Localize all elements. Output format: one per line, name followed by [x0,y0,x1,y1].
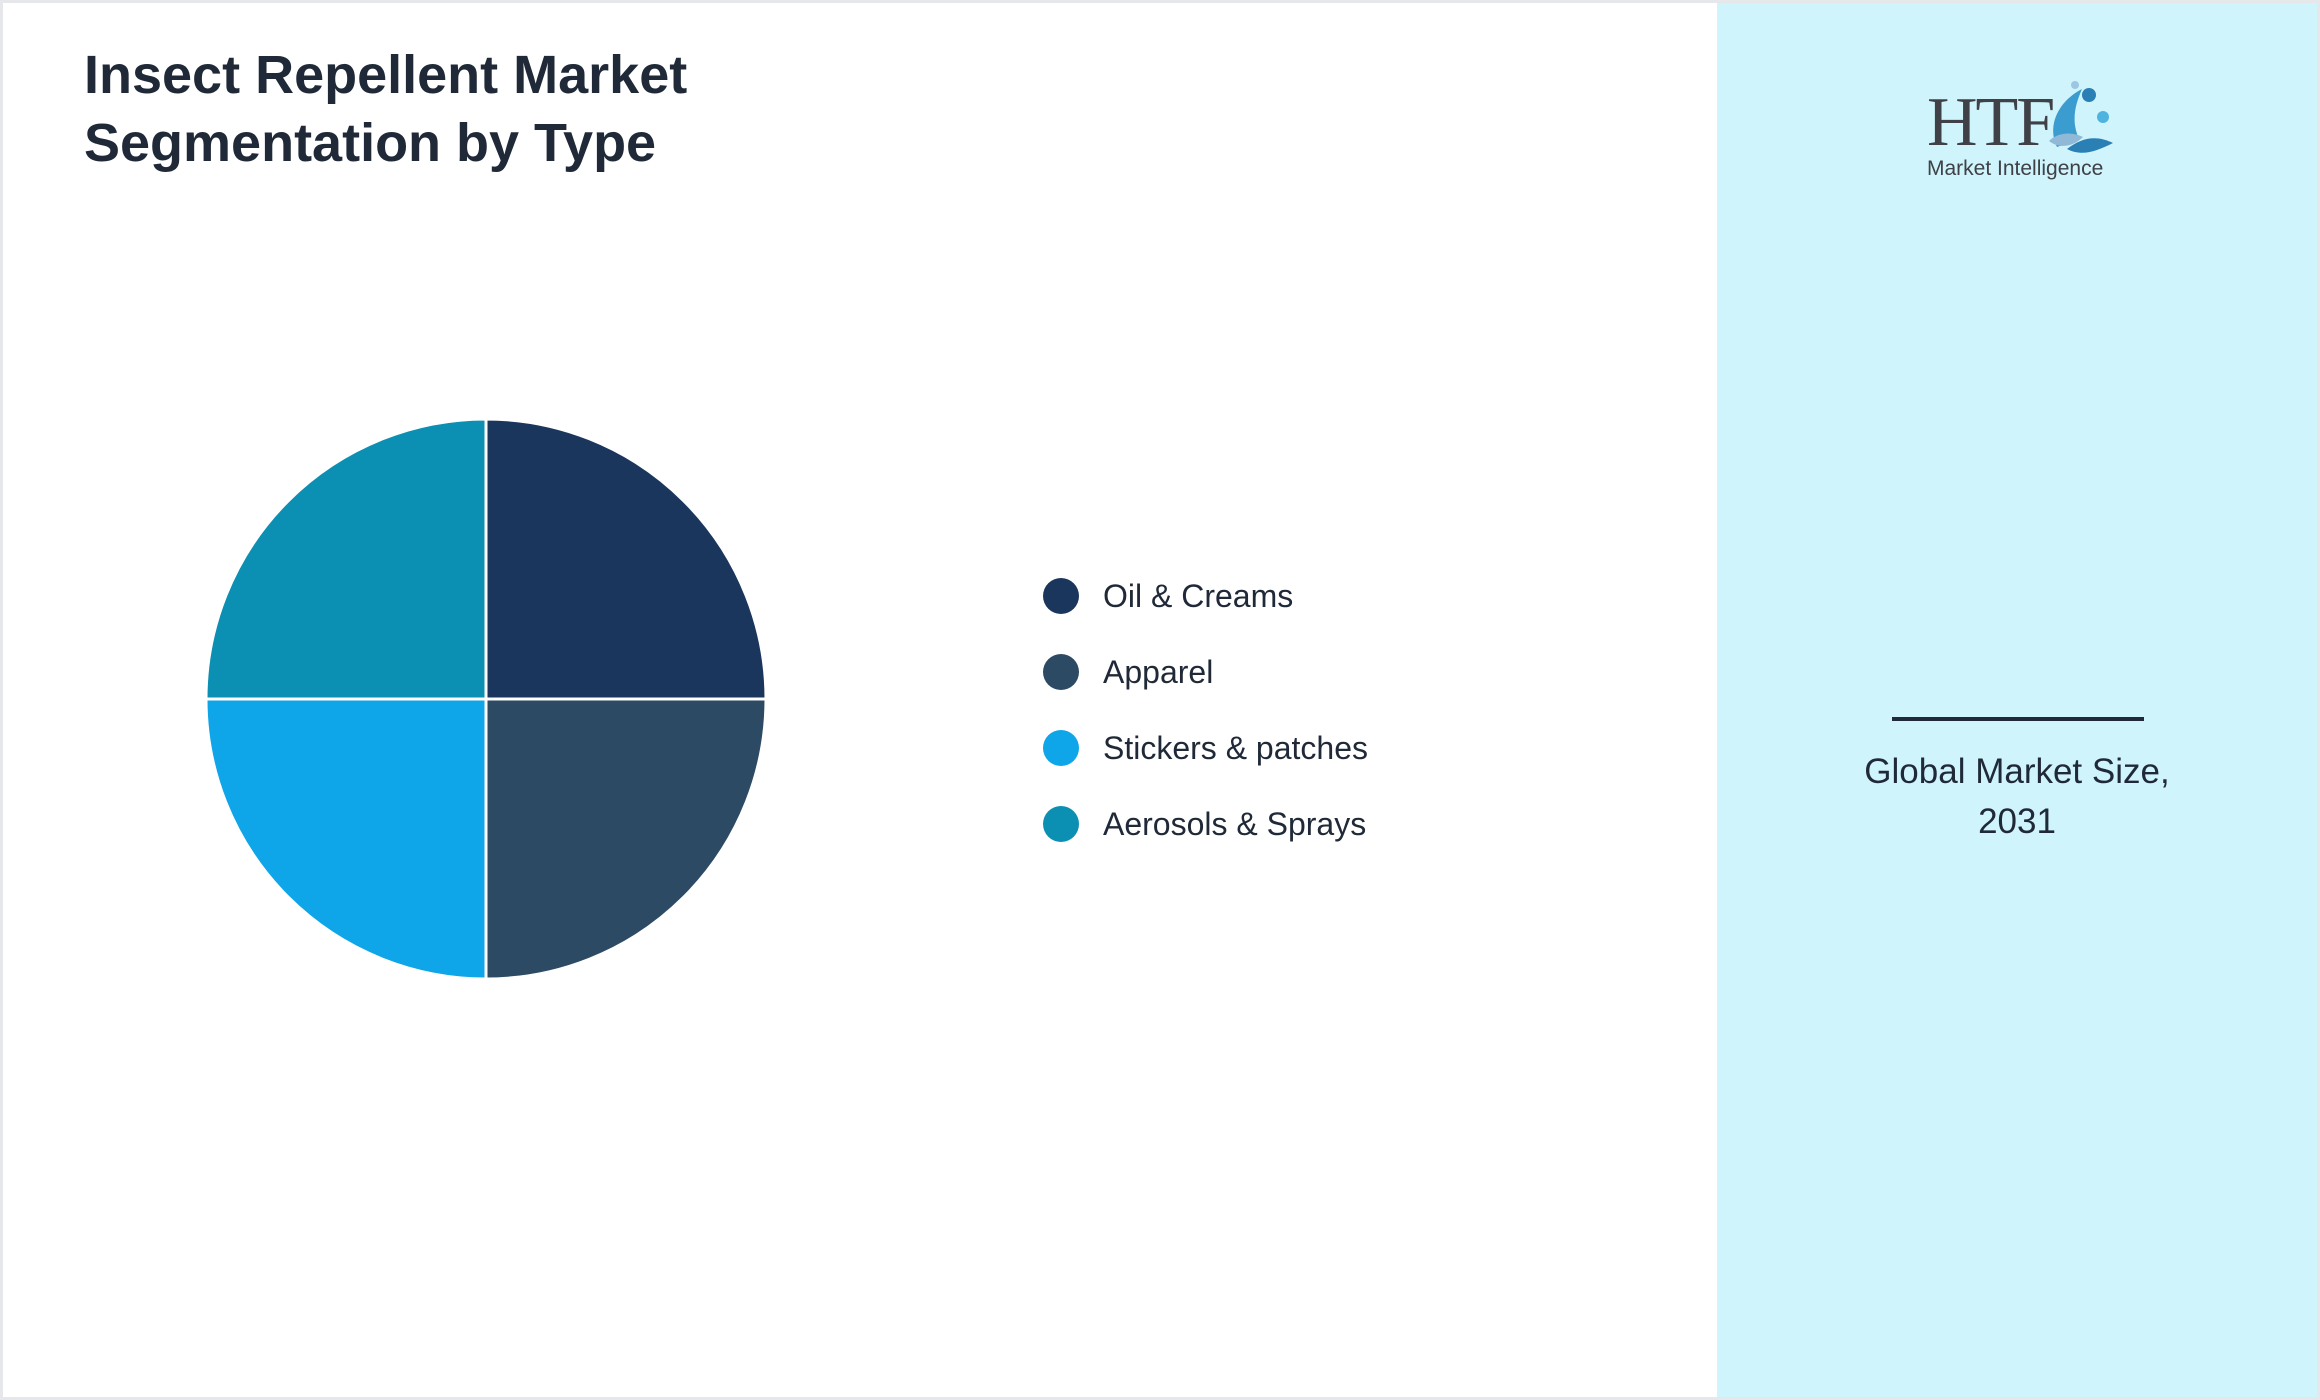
htf-logo: HTF Market Intelligence [1927,77,2117,189]
legend-label-aerosols-sprays: Aerosols & Sprays [1103,805,1367,842]
main-panel: Insect Repellent Market Segmentation by … [3,3,1717,1397]
legend-swatch-stickers-patches [1043,730,1079,766]
pie-chart [204,417,768,981]
legend-item-apparel: Apparel [1043,634,1603,710]
market-size-sidebar: HTF Market Intelligence Global Market Si… [1717,3,2317,1397]
legend-label-apparel: Apparel [1103,653,1214,690]
page-title: Insect Repellent Market Segmentation by … [84,41,984,177]
market-size-caption-line-2: 2031 [1978,802,2056,841]
legend-swatch-aerosols-sprays [1043,806,1079,842]
legend-label-stickers-patches: Stickers & patches [1103,729,1368,766]
legend-item-aerosols-sprays: Aerosols & Sprays [1043,786,1603,862]
htf-logo-icon [2049,81,2113,153]
logo-tagline: Market Intelligence [1927,157,2104,180]
legend-item-stickers-patches: Stickers & patches [1043,710,1603,786]
pie-slice-aerosols-sprays [204,417,488,701]
chart-legend: Oil & Creams Apparel Stickers & patches … [1043,558,1603,862]
legend-label-oil-creams: Oil & Creams [1103,577,1294,614]
sidebar-divider [1892,717,2144,721]
pie-slice-oil-creams [484,417,768,701]
pie-slice-apparel [484,697,768,981]
pie-slice-stickers-patches [204,697,488,981]
legend-swatch-apparel [1043,654,1079,690]
legend-swatch-oil-creams [1043,578,1079,614]
page-title-line-2: Segmentation by Type [84,113,657,173]
logo-wordmark: HTF [1927,84,2055,161]
page-title-line-1: Insect Repellent Market [84,45,688,105]
market-size-caption-line-1: Global Market Size, [1864,752,2170,791]
legend-item-oil-creams: Oil & Creams [1043,558,1603,634]
market-size-caption: Global Market Size, 2031 [1817,747,2217,847]
